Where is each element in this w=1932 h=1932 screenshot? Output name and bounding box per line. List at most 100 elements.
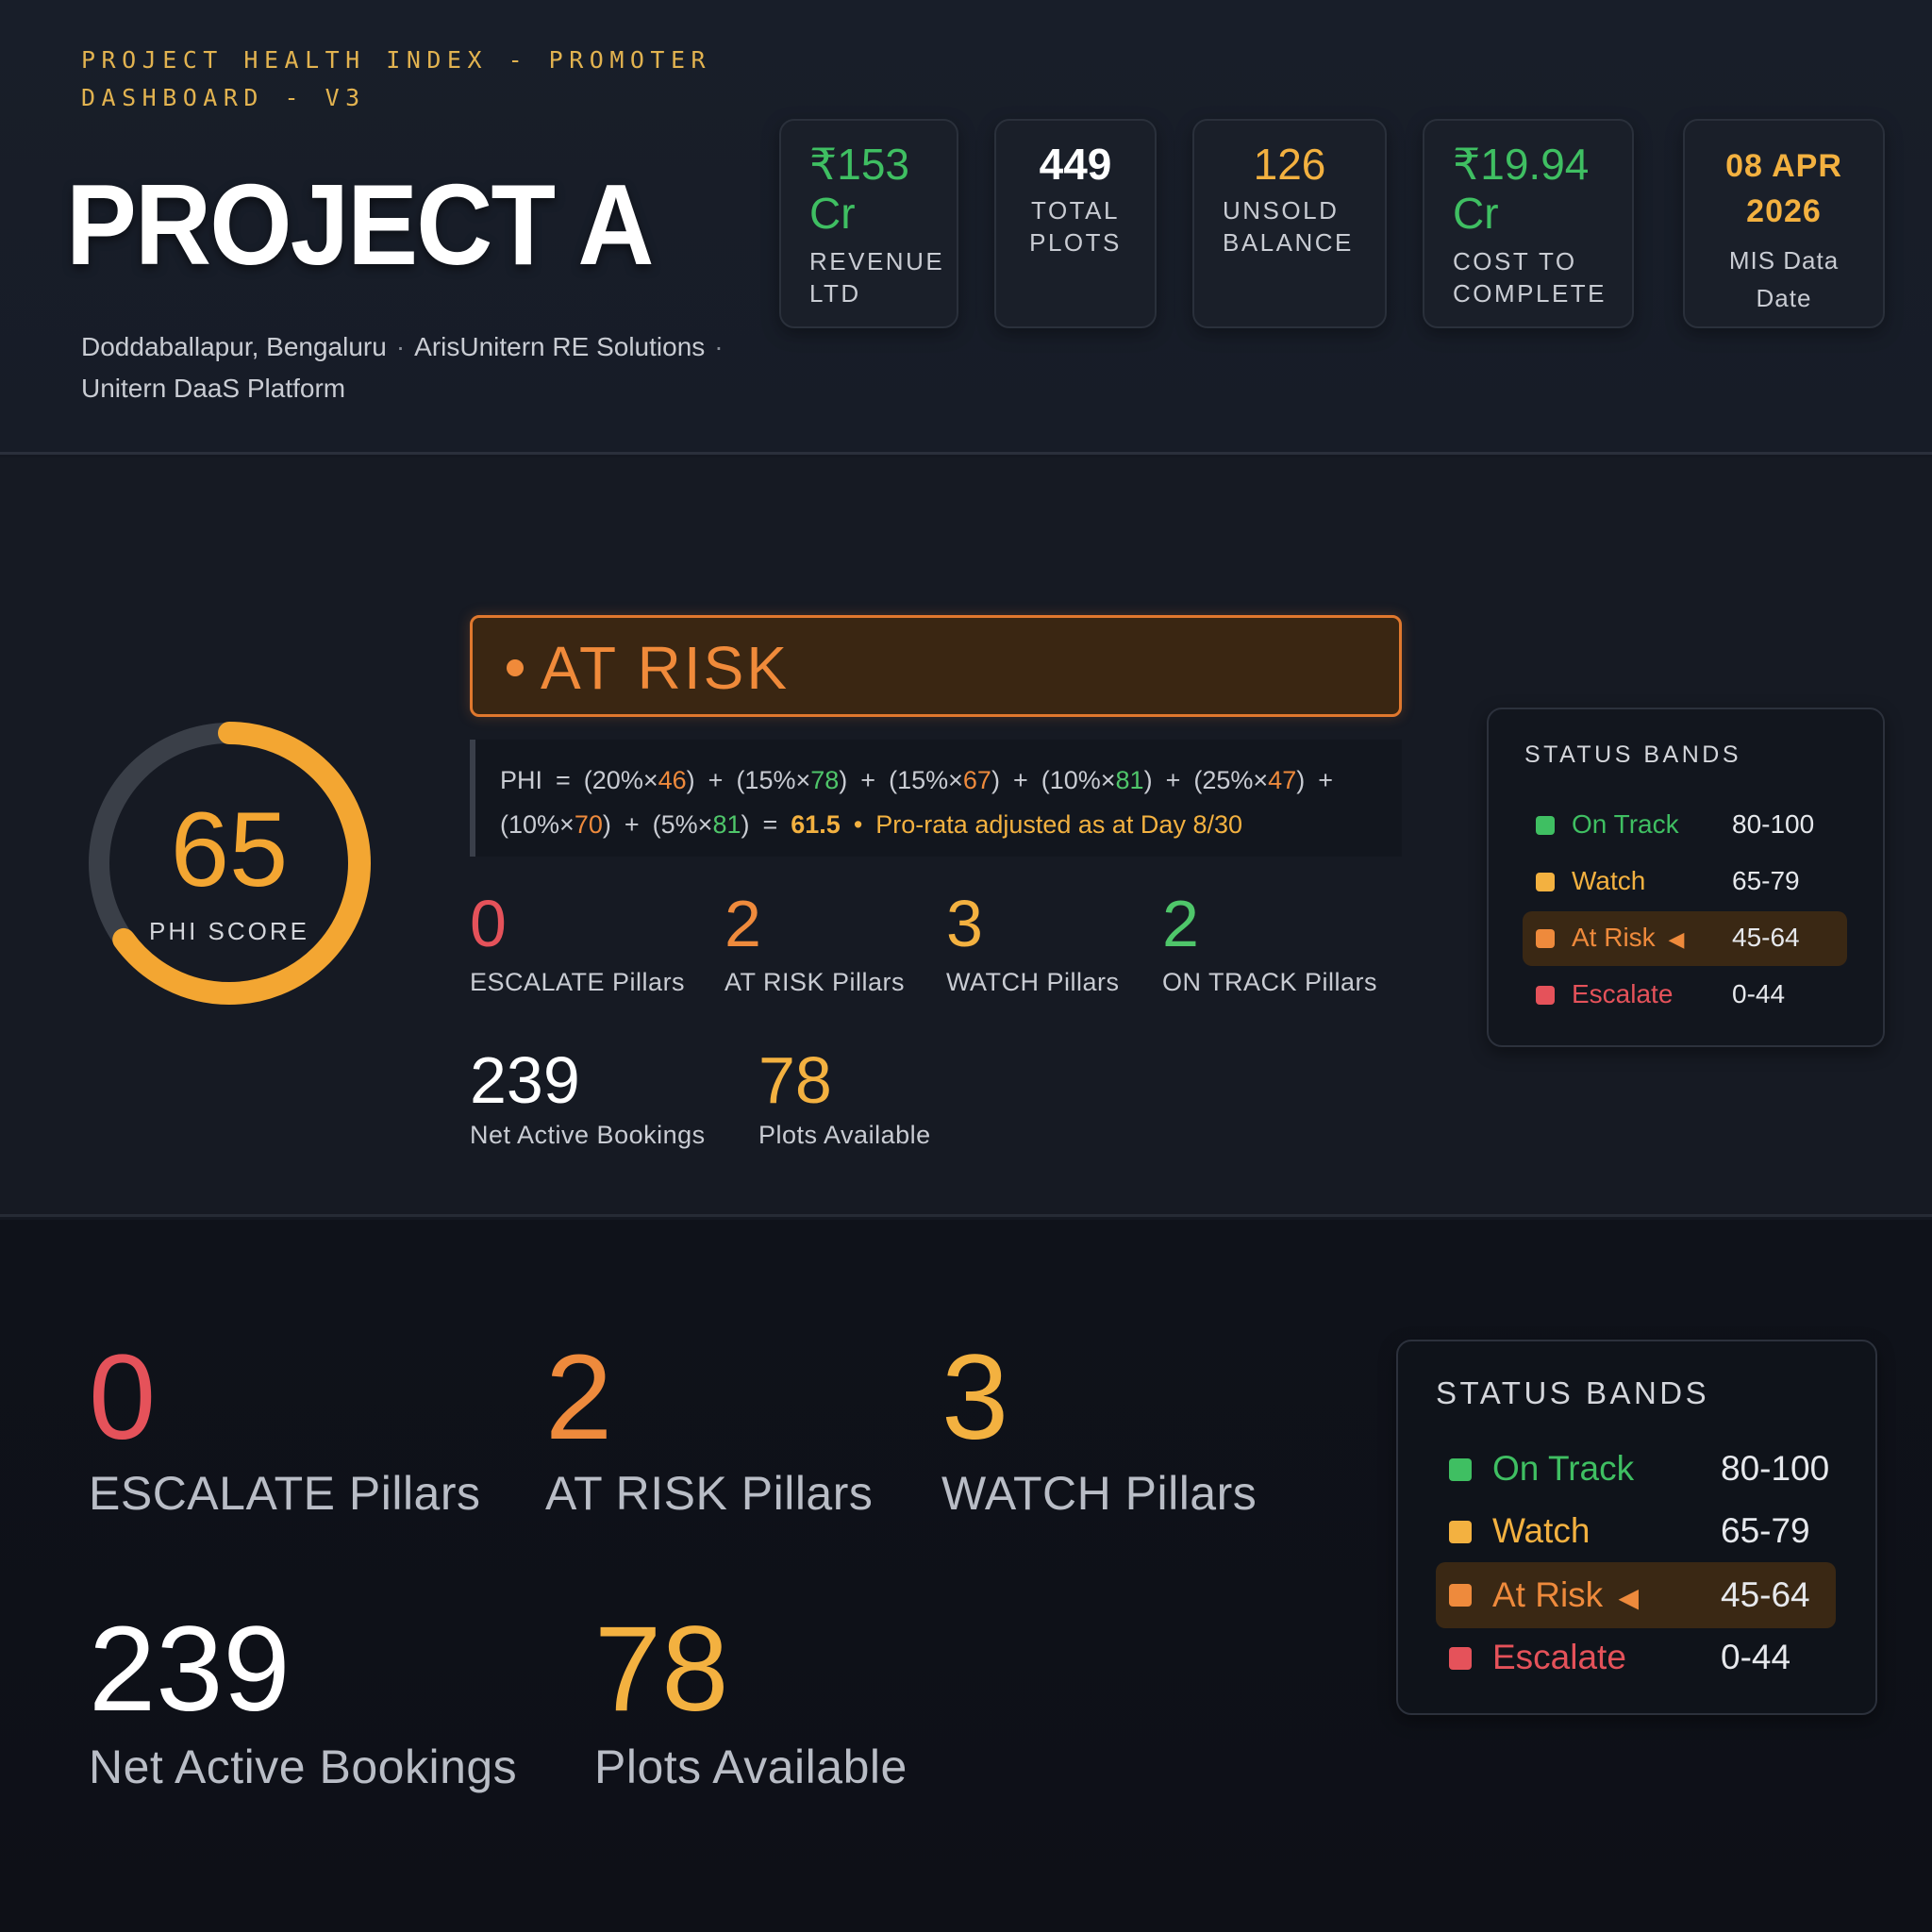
escalate-swatch-icon — [1536, 986, 1555, 1005]
bottom-status-bands-panel: STATUS BANDS On Track 80-100 Watch 65-79… — [1396, 1340, 1877, 1715]
formula-note: Pro-rata adjusted as at Day 8/30 — [875, 810, 1242, 839]
bottom-net-active-bookings-label: Net Active Bookings — [89, 1740, 518, 1793]
formula-prefix: PHI — [500, 766, 543, 794]
project-company: ArisUnitern RE Solutions — [414, 332, 706, 361]
gauge-progress-arc — [88, 722, 371, 1005]
watch-swatch-icon — [1536, 873, 1555, 891]
kpi-total-plots-card: 449 TOTAL PLOTS — [994, 119, 1157, 328]
band-range: 80-100 — [1721, 1449, 1830, 1488]
kpi-mis-date-value: 08 APR 2026 — [1725, 148, 1842, 229]
formula-term: (10%×81) — [1041, 766, 1153, 794]
net-active-bookings-label: Net Active Bookings — [470, 1121, 706, 1149]
at-risk-swatch-icon — [1449, 1584, 1472, 1607]
formula-term: (10%×70) — [500, 810, 611, 839]
band-escalate: Escalate 0-44 — [1523, 970, 1847, 1021]
band-name: Escalate — [1572, 979, 1674, 1008]
formula-plus: + — [1165, 766, 1181, 794]
on-track-swatch-icon — [1536, 816, 1555, 835]
on-track-pillars-count: 2 — [1162, 887, 1199, 960]
formula-equals: = — [556, 766, 571, 794]
band-name: Escalate — [1492, 1638, 1626, 1676]
project-location: Doddaballapur, Bengaluru — [81, 332, 387, 361]
at-risk-swatch-icon — [1536, 929, 1555, 948]
band-watch: Watch 65-79 — [1523, 857, 1847, 908]
escalate-pillars-count: 0 — [470, 887, 507, 960]
bottom-escalate-pillars-count: 0 — [89, 1330, 157, 1465]
band-range: 65-79 — [1732, 866, 1800, 895]
at-risk-pillars-label: AT RISK Pillars — [724, 968, 906, 996]
formula-plus: + — [708, 766, 724, 794]
formula-term: (15%×67) — [889, 766, 1000, 794]
formula-plus: + — [1012, 766, 1028, 794]
kpi-cost-card: ₹19.94 Cr COST TO COMPLETE — [1423, 119, 1634, 328]
bottom-at-risk-pillars-count: 2 — [545, 1330, 613, 1465]
band-on-track: On Track 80-100 — [1523, 800, 1847, 851]
formula-term: (15%×78) — [736, 766, 848, 794]
escalate-pillars-label: ESCALATE Pillars — [470, 968, 686, 996]
on-track-pillars-label: ON TRACK Pillars — [1162, 968, 1378, 996]
project-subtitle: Doddaballapur, Bengaluru · ArisUnitern RE … — [81, 326, 779, 409]
kpi-unsold-value: 126 — [1253, 140, 1326, 189]
bottom-band-at-risk: At Risk ◀ 45-64 — [1436, 1562, 1836, 1628]
band-name: Watch — [1492, 1511, 1591, 1550]
dashboard-eyebrow: PROJECT HEALTH INDEX - PROMOTER DASHBOAR… — [81, 46, 712, 111]
escalate-swatch-icon — [1449, 1647, 1472, 1670]
bottom-plots-available-label: Plots Available — [594, 1740, 908, 1793]
bottom-band-escalate: Escalate 0-44 — [1436, 1628, 1832, 1687]
kpi-total-plots-value: 449 — [1039, 140, 1112, 189]
formula-equals: = — [762, 810, 778, 839]
project-title: PROJECT A — [66, 160, 654, 289]
bottom-band-watch: Watch 65-79 — [1436, 1502, 1832, 1560]
kpi-revenue-value: ₹153 Cr — [809, 140, 910, 238]
kpi-unsold-label: UNSOLD BALANCE — [1223, 196, 1354, 257]
band-range: 80-100 — [1732, 809, 1815, 839]
band-range: 0-44 — [1721, 1638, 1791, 1676]
status-bands-panel: STATUS BANDS On Track 80-100 Watch 65-79… — [1487, 708, 1885, 1047]
status-banner-label: AT RISK — [541, 634, 791, 702]
formula-plus: + — [1318, 766, 1333, 794]
formula-bullet: • — [853, 810, 863, 839]
current-band-marker-icon: ◀ — [1618, 1583, 1640, 1612]
band-range: 45-64 — [1732, 923, 1800, 952]
bottom-band-on-track: On Track 80-100 — [1436, 1440, 1832, 1498]
band-name: At Risk ◀ — [1572, 923, 1685, 952]
formula-term: (25%×47) — [1193, 766, 1306, 794]
bottom-plots-available-value: 78 — [594, 1602, 729, 1737]
kpi-mis-date-label: MIS Data Date — [1728, 246, 1840, 312]
status-bands-title: STATUS BANDS — [1524, 741, 1741, 768]
phi-formula: PHI = (20%×46) + (15%×78) + (15%×67) + (10%×81) +… — [470, 740, 1402, 857]
formula-result: 61.5 — [791, 810, 841, 839]
bottom-watch-pillars-label: WATCH Pillars — [941, 1467, 1257, 1520]
bottom-at-risk-pillars-label: AT RISK Pillars — [545, 1467, 874, 1520]
band-name: On Track — [1572, 809, 1679, 839]
formula-plus: + — [860, 766, 876, 794]
header: PROJECT HEALTH INDEX - PROMOTER DASHBOAR… — [0, 0, 1932, 455]
bottom-status-bands-title: STATUS BANDS — [1436, 1375, 1710, 1410]
plots-available-label: Plots Available — [758, 1121, 931, 1149]
project-platform: Unitern DaaS Platform — [81, 374, 346, 403]
kpi-revenue-label: REVENUE LTD — [809, 247, 945, 308]
separator: · — [395, 332, 406, 361]
band-at-risk: At Risk ◀ 45-64 — [1523, 911, 1847, 966]
watch-pillars-count: 3 — [946, 887, 983, 960]
phi-score-label: PHI SCORE — [148, 917, 310, 945]
bottom-watch-pillars-count: 3 — [941, 1330, 1009, 1465]
on-track-swatch-icon — [1449, 1458, 1472, 1481]
status-dot-icon — [507, 659, 524, 676]
kpi-revenue-card: ₹153 Cr REVENUE LTD — [779, 119, 958, 328]
kpi-cost-label: COST TO COMPLETE — [1453, 247, 1607, 308]
plots-available-value: 78 — [758, 1043, 832, 1117]
kpi-unsold-card: 126 UNSOLD BALANCE — [1192, 119, 1387, 328]
bottom-net-active-bookings-value: 239 — [89, 1602, 291, 1737]
kpi-mis-date-card: 08 APR 2026 MIS Data Date — [1683, 119, 1885, 328]
band-range: 0-44 — [1732, 979, 1786, 1008]
kpi-total-plots-label: TOTAL PLOTS — [1029, 196, 1122, 257]
band-range: 45-64 — [1721, 1575, 1810, 1614]
formula-plus: + — [624, 810, 640, 839]
band-name: Watch — [1572, 866, 1646, 895]
watch-swatch-icon — [1449, 1521, 1472, 1543]
status-banner: AT RISK — [470, 615, 1402, 717]
band-name: At Risk ◀ — [1492, 1575, 1640, 1614]
band-range: 65-79 — [1721, 1511, 1810, 1550]
at-risk-pillars-count: 2 — [724, 887, 761, 960]
